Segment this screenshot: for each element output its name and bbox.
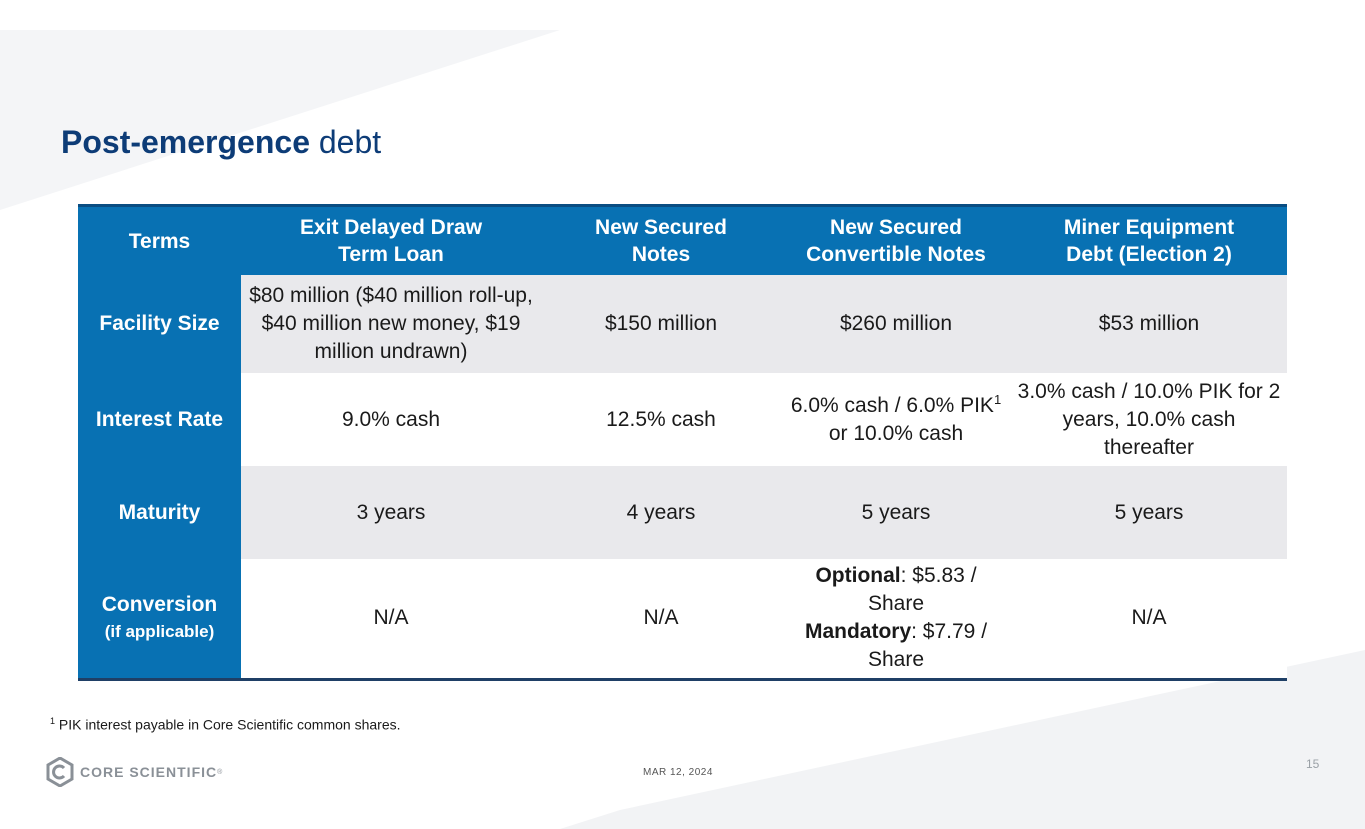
company-logo: CORE SCIENTIFIC ® [45, 757, 222, 787]
hexagon-logo-icon [46, 757, 74, 787]
page-number: 15 [1306, 757, 1320, 771]
table-cell: N/A [241, 559, 541, 679]
footnote: 1 PIK interest payable in Core Scientifi… [50, 716, 401, 733]
table-cell: $80 million ($40 million roll-up, $40 mi… [241, 275, 541, 373]
header-convertible-notes: New Secured Convertible Notes [781, 204, 1011, 275]
header-exit-ddtl: Exit Delayed Draw Term Loan [241, 204, 541, 275]
table-cell: 3 years [241, 466, 541, 559]
header-secured-notes: New Secured Notes [541, 204, 781, 275]
table-row: Facility Size $80 million ($40 million r… [78, 275, 1287, 373]
debt-terms-table: Terms Exit Delayed Draw Term Loan New Sec… [78, 204, 1287, 681]
row-label-maturity: Maturity [78, 466, 241, 559]
table-cell: 3.0% cash / 10.0% PIK for 2 years, 10.0%… [1011, 373, 1287, 466]
logo-wordmark: CORE SCIENTIFIC [80, 764, 218, 780]
row-label-interest-rate: Interest Rate [78, 373, 241, 466]
table-row: Interest Rate 9.0% cash 12.5% cash 6.0% … [78, 373, 1287, 466]
table-cell: Optional: $5.83 / Share Mandatory: $7.79 … [781, 559, 1011, 679]
header-row: Terms Exit Delayed Draw Term Loan New Sec… [78, 204, 1287, 275]
header-terms: Terms [78, 204, 241, 275]
table-cell: $150 million [541, 275, 781, 373]
title-rest: debt [309, 124, 382, 160]
table-row: Maturity 3 years 4 years 5 years 5 years [78, 466, 1287, 559]
table-cell: 5 years [781, 466, 1011, 559]
table-cell: $260 million [781, 275, 1011, 373]
table-cell: 4 years [541, 466, 781, 559]
table-cell: 9.0% cash [241, 373, 541, 466]
title-bold: Post-emergence [61, 124, 310, 160]
row-label-facility-size: Facility Size [78, 275, 241, 373]
page-title: Post-emergence debt [61, 122, 381, 162]
row-label-conversion: Conversion (if applicable) [78, 559, 241, 679]
table-row: Conversion (if applicable) N/A N/A Option… [78, 559, 1287, 679]
table-cell: 6.0% cash / 6.0% PIK1 or 10.0% cash [781, 373, 1011, 466]
table-cell: 5 years [1011, 466, 1287, 559]
footnote-marker: 1 [993, 391, 1002, 407]
presentation-date: MAR 12, 2024 [643, 767, 713, 778]
table-cell: 12.5% cash [541, 373, 781, 466]
row-sublabel: (if applicable) [104, 622, 215, 642]
table-cell: N/A [1011, 559, 1287, 679]
registered-mark: ® [217, 768, 223, 776]
table-cell: N/A [541, 559, 781, 679]
table-cell: $53 million [1011, 275, 1287, 373]
header-miner-equipment: Miner Equipment Debt (Election 2) [1011, 204, 1287, 275]
